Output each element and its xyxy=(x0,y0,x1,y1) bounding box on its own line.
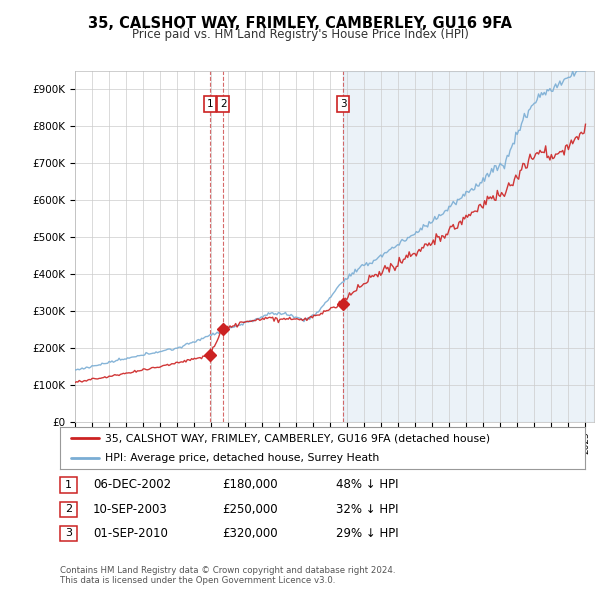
Text: HPI: Average price, detached house, Surrey Heath: HPI: Average price, detached house, Surr… xyxy=(104,454,379,463)
Text: 3: 3 xyxy=(65,529,72,538)
Text: 32% ↓ HPI: 32% ↓ HPI xyxy=(336,503,398,516)
Bar xyxy=(343,71,594,422)
Text: 2: 2 xyxy=(220,99,227,109)
Text: 1: 1 xyxy=(65,480,72,490)
Text: Contains HM Land Registry data © Crown copyright and database right 2024.
This d: Contains HM Land Registry data © Crown c… xyxy=(60,566,395,585)
Text: 2: 2 xyxy=(65,504,72,514)
Text: 48% ↓ HPI: 48% ↓ HPI xyxy=(336,478,398,491)
Text: 3: 3 xyxy=(340,99,346,109)
Text: £180,000: £180,000 xyxy=(222,478,278,491)
Text: 10-SEP-2003: 10-SEP-2003 xyxy=(93,503,168,516)
Text: Price paid vs. HM Land Registry's House Price Index (HPI): Price paid vs. HM Land Registry's House … xyxy=(131,28,469,41)
Text: £320,000: £320,000 xyxy=(222,527,278,540)
Text: 01-SEP-2010: 01-SEP-2010 xyxy=(93,527,168,540)
Text: 29% ↓ HPI: 29% ↓ HPI xyxy=(336,527,398,540)
Text: 35, CALSHOT WAY, FRIMLEY, CAMBERLEY, GU16 9FA: 35, CALSHOT WAY, FRIMLEY, CAMBERLEY, GU1… xyxy=(88,16,512,31)
Text: 35, CALSHOT WAY, FRIMLEY, CAMBERLEY, GU16 9FA (detached house): 35, CALSHOT WAY, FRIMLEY, CAMBERLEY, GU1… xyxy=(104,434,490,444)
Text: 06-DEC-2002: 06-DEC-2002 xyxy=(93,478,171,491)
Text: 1: 1 xyxy=(206,99,213,109)
Text: £250,000: £250,000 xyxy=(222,503,278,516)
